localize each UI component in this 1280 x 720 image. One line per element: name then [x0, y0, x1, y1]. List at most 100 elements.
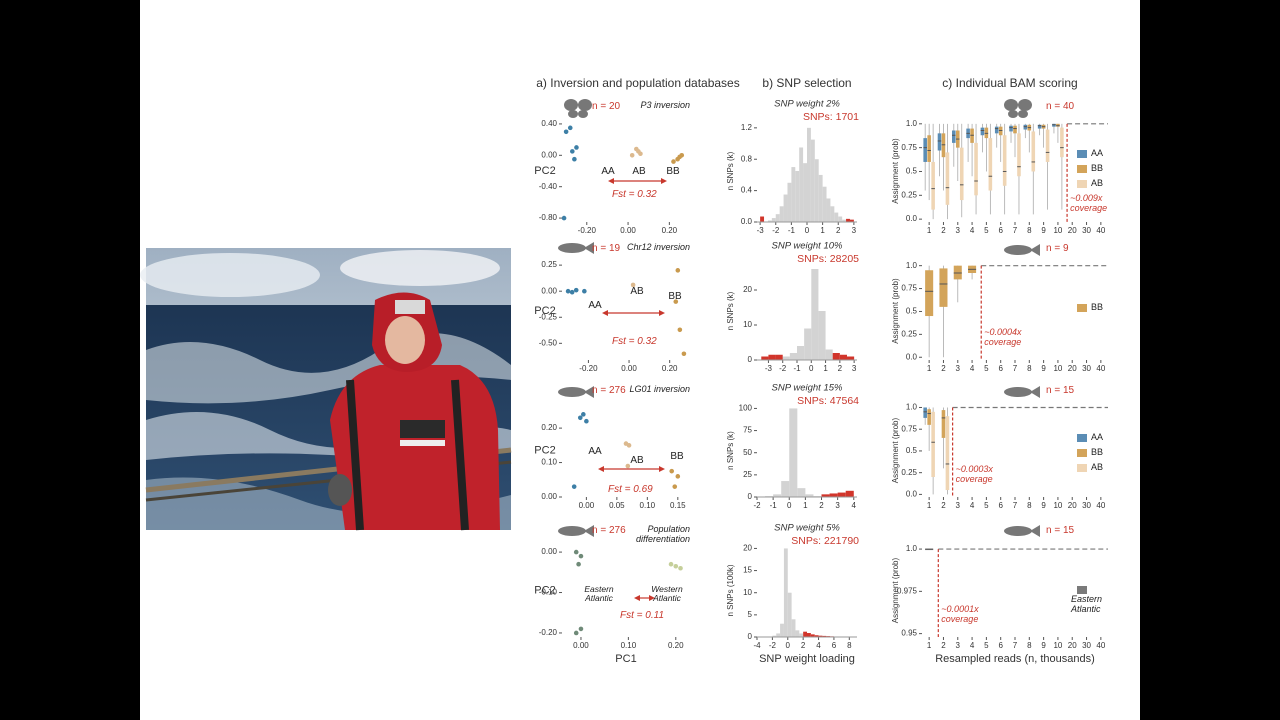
point: [677, 154, 682, 160]
y-tick-label: -0.25: [539, 312, 558, 321]
icons: [558, 99, 1040, 537]
box: [952, 130, 956, 143]
x-tick-label: 2: [941, 364, 946, 373]
x-tick-label: 0: [787, 501, 792, 510]
y-tick-label: 1.0: [906, 544, 918, 553]
legend-swatch: [1077, 180, 1087, 188]
histogram-bar: [818, 635, 823, 637]
x-tick-label: 2: [819, 501, 824, 510]
legend-label: AB: [1091, 462, 1104, 472]
y-tick-label: 0: [748, 632, 753, 641]
histogram-bar: [807, 633, 811, 637]
histogram-bar: [847, 356, 855, 360]
point: [626, 443, 632, 448]
point: [576, 561, 581, 567]
x-tick-label: 8: [1027, 226, 1032, 235]
point: [573, 549, 579, 555]
legend-label: BB: [1091, 302, 1104, 312]
x-axis-label: PC1: [615, 653, 636, 665]
x-tick-label: 5: [984, 641, 989, 650]
x-tick-label: 30: [1082, 364, 1091, 373]
box: [1060, 127, 1064, 158]
x-tick-label: -4: [753, 641, 761, 650]
x-tick-label: -2: [779, 364, 787, 373]
point: [678, 565, 683, 571]
point: [581, 412, 586, 417]
histogram-bar: [849, 219, 854, 222]
n-label: n = 15: [1046, 385, 1075, 396]
point: [671, 159, 676, 164]
point: [673, 299, 679, 304]
x-tick-label: 3: [956, 364, 961, 373]
x-tick-label: 2: [941, 641, 946, 650]
legend-swatch: [1077, 449, 1087, 457]
x-tick-label: 2: [836, 226, 841, 235]
y-tick-label: 0.5: [906, 307, 918, 316]
x-tick-label: -3: [765, 364, 773, 373]
point: [584, 418, 589, 424]
histogram-bar: [795, 171, 800, 222]
n-label: n = 15: [1046, 525, 1075, 536]
y-tick-label: -0.80: [539, 213, 558, 222]
x-tick-label: 3: [956, 501, 961, 510]
y-axis-label: n SNPs (k): [726, 151, 735, 190]
y-tick-label: 1.2: [741, 123, 753, 132]
y-tick-label: 0: [748, 355, 753, 364]
coverage-label: ~0.0003x coverage: [955, 464, 993, 484]
count-label: SNPs: 28205: [797, 253, 859, 265]
group-label: AA: [588, 300, 602, 311]
panel-label: LG01 inversion: [629, 384, 690, 394]
group-label: AB: [630, 455, 644, 466]
box: [994, 126, 999, 134]
y-tick-label: 1.0: [906, 403, 918, 412]
histogram-bar: [797, 488, 806, 497]
y-axis-label: Assignment (prob): [891, 417, 900, 483]
x-tick-label: 1: [927, 501, 932, 510]
y-tick-label: 50: [743, 448, 752, 457]
x-tick-label: 0.20: [662, 226, 678, 235]
point: [571, 484, 577, 489]
y-tick-label: 0.25: [901, 329, 917, 338]
point: [572, 156, 577, 162]
histogram-bar: [822, 186, 827, 222]
column-title: a) Inversion and population databases: [536, 76, 739, 90]
box: [988, 138, 993, 191]
count-label: SNPs: 1701: [803, 111, 859, 123]
x-tick-label: 6: [998, 501, 1003, 510]
histogram-bar: [838, 216, 843, 222]
y-tick-label: 0.0: [906, 352, 918, 361]
group-label: AA: [601, 166, 615, 177]
x-tick-label: 20: [1068, 364, 1077, 373]
point: [577, 415, 583, 421]
x-tick-label: 0.05: [609, 501, 625, 510]
x-tick-label: 10: [1053, 226, 1062, 235]
box: [927, 409, 931, 425]
y-axis-label: PC2: [534, 444, 555, 456]
legend-swatch: [1077, 304, 1087, 312]
x-tick-label: 1: [927, 364, 932, 373]
y-tick-label: 20: [743, 544, 752, 553]
coverage-label: ~0.0004x coverage: [984, 327, 1022, 347]
histogram-bar: [789, 353, 797, 360]
y-axis-label: PC2: [534, 165, 555, 177]
group-label: Western Atlantic: [651, 584, 683, 604]
count-label: SNPs: 221790: [791, 535, 859, 547]
n-label: n = 20: [592, 101, 621, 112]
box: [941, 410, 946, 438]
x-tick-label: 10: [1053, 364, 1062, 373]
histogram-bar: [783, 194, 788, 222]
histogram-bar: [797, 346, 805, 360]
x-tick-label: 4: [852, 501, 857, 510]
point: [625, 463, 631, 469]
y-axis-label: n SNPs (k): [726, 431, 735, 470]
x-tick-label: 30: [1082, 501, 1091, 510]
arrow-head: [634, 595, 655, 601]
y-tick-label: 25: [743, 470, 752, 479]
x-tick-label: 8: [1027, 501, 1032, 510]
y-tick-label: 1.0: [906, 261, 918, 270]
point: [578, 626, 584, 632]
x-tick-label: 40: [1096, 641, 1105, 650]
histogram-bar: [818, 311, 826, 360]
panel-title: SNP weight 5%: [774, 523, 840, 534]
